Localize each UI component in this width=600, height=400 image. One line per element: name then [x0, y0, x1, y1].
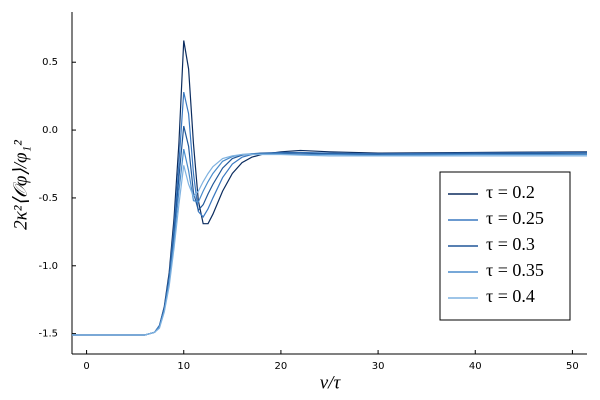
legend-label: τ = 0.35 [486, 260, 544, 280]
x-tick-label: 50 [566, 361, 579, 372]
legend-label: τ = 0.25 [486, 208, 544, 228]
x-axis-label: v/τ [320, 372, 342, 393]
y-axis-label: 2κ²⟨𝒪φ⟩/φ₁² [10, 140, 31, 230]
legend-label: τ = 0.2 [486, 182, 535, 202]
y-tick-label: -1.0 [38, 261, 58, 272]
x-tick-label: 10 [177, 361, 190, 372]
legend-box [439, 171, 571, 321]
x-tick-label: 30 [372, 361, 385, 372]
x-tick-label: 40 [469, 361, 482, 372]
x-tick-label: 20 [275, 361, 288, 372]
legend-label: τ = 0.3 [486, 234, 535, 254]
y-tick-label: -0.5 [38, 193, 58, 204]
y-tick-label: -1.5 [38, 329, 58, 340]
y-tick-label: 0.5 [42, 57, 58, 68]
y-tick-label: 0.0 [42, 125, 58, 136]
legend-label: τ = 0.4 [486, 286, 535, 306]
x-tick-label: 0 [83, 361, 89, 372]
series-line [72, 153, 587, 336]
